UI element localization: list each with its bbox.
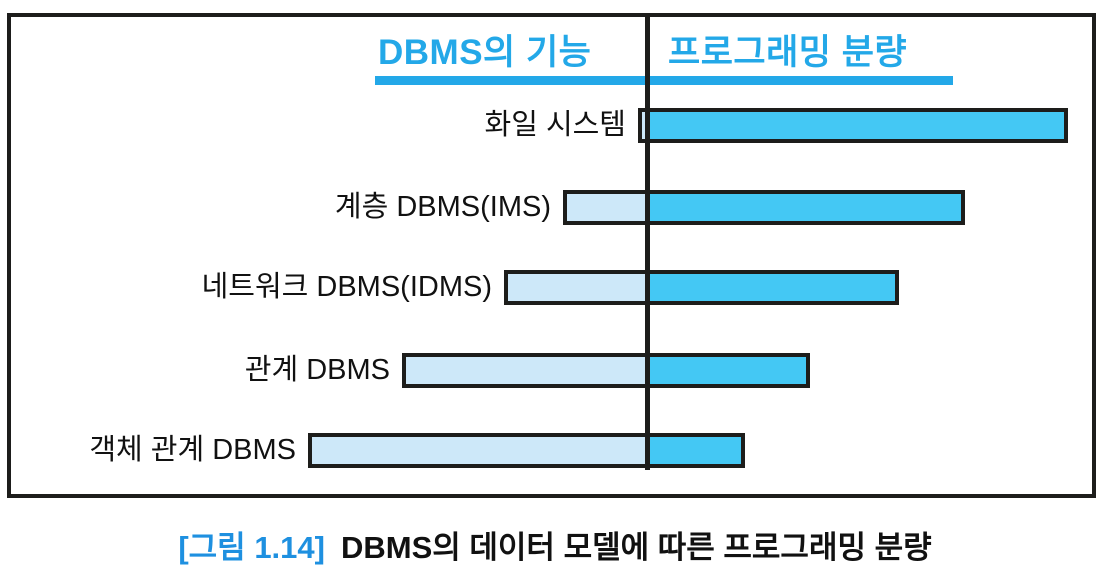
chart-frame [7,13,1096,498]
column-header-dbms-functions: DBMS의 기능 [378,33,592,72]
category-label: 계층 DBMS(IMS) [334,191,551,223]
programming-amount-segment [647,194,961,221]
bar-row [402,353,810,388]
bar-row [504,270,899,305]
bar-row [638,108,1068,143]
category-label: 객체 관계 DBMS [89,434,296,466]
programming-amount-segment [647,357,806,384]
figure-number: [그림 1.14] [178,530,325,565]
programming-amount-segment [647,112,1064,139]
bar-row [563,190,965,225]
figure-caption: [그림 1.14] DBMS의 데이터 모델에 따른 프로그래밍 분량 [0,522,1110,567]
header-underline [375,76,953,85]
category-label: 화일 시스템 [484,109,626,141]
category-label: 네트워크 DBMS(IDMS) [201,271,492,303]
programming-amount-segment [647,437,741,464]
column-header-programming-amount: 프로그래밍 분량 [668,33,908,72]
divider-line [645,13,650,470]
programming-amount-segment [647,274,895,301]
caption-text: DBMS의 데이터 모델에 따른 프로그래밍 분량 [340,530,932,565]
bar-row [308,433,745,468]
category-label: 관계 DBMS [244,354,390,386]
